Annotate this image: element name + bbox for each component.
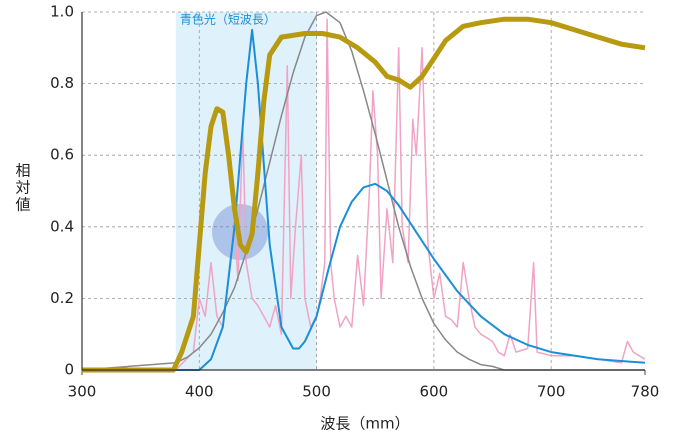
y-tick-label: 0: [64, 361, 74, 379]
y-tick-label: 1.0: [50, 3, 74, 21]
y-tick-label: 0.6: [50, 146, 74, 164]
series-line: [82, 28, 646, 371]
series-line: [81, 11, 645, 371]
x-tick-label: 500: [302, 383, 331, 401]
series-line: [175, 18, 646, 371]
x-tick-label: 300: [68, 383, 97, 401]
x-tick-label: 700: [537, 383, 566, 401]
series-line: [82, 16, 646, 373]
y-axis-label: 相対値: [14, 163, 32, 214]
y-tick-label: 0.8: [50, 74, 74, 92]
y-tick-label: 0.4: [50, 217, 74, 235]
x-axis-label: 波長（mm）: [320, 415, 409, 433]
x-tick-label: 780: [631, 383, 660, 401]
y-tick-label: 0.2: [50, 289, 74, 307]
x-tick-label: 400: [185, 383, 214, 401]
x-tick-label: 600: [420, 383, 449, 401]
annotation: 青色光（短波長）: [180, 13, 276, 27]
